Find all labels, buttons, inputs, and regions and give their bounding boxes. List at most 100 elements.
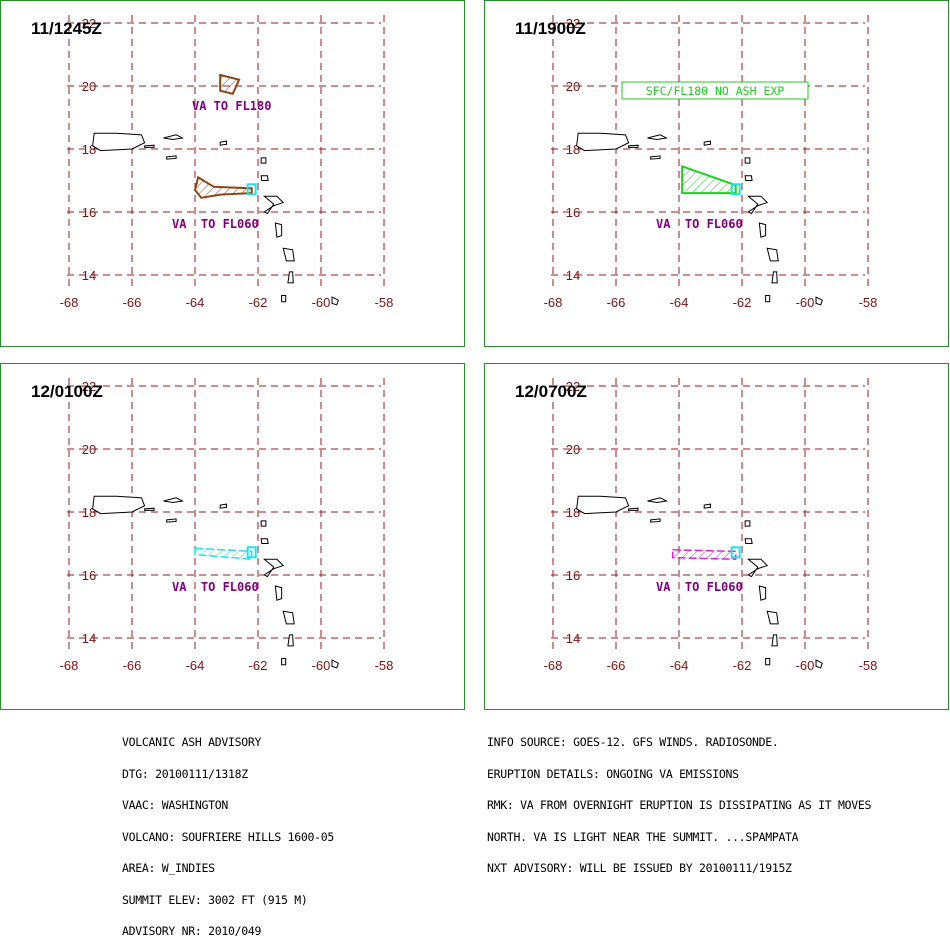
ash-area-north: [219, 73, 241, 96]
ash-top-label-south: VA TO FL060: [172, 217, 259, 231]
island-st-lucia: [287, 634, 294, 647]
island-antigua: [260, 175, 269, 181]
longitude-tick-label: -60: [312, 658, 331, 673]
longitude-tick-label: -68: [60, 658, 79, 673]
island-martinique: [766, 610, 779, 625]
island-virgin-islands: [647, 134, 668, 141]
island-barbados: [815, 296, 823, 306]
island-st-vincent: [281, 657, 287, 666]
island-dominica: [758, 222, 767, 238]
longitude-tick-label: -62: [733, 658, 752, 673]
forecast-panel-2: -68 -66 -64 -62 -60 -58 22 20 18 16 14 SFC/FL180 NO…: [484, 0, 949, 347]
longitude-tick-label: -58: [859, 658, 878, 673]
island-st-lucia: [287, 271, 294, 284]
longitude-tick-label: -62: [249, 658, 268, 673]
panel-time-label: 12/0700Z: [515, 382, 587, 401]
panel-time-label: 11/1900Z: [515, 19, 586, 38]
latitude-tick-label: 14: [82, 268, 96, 283]
latitude-tick-label: 20: [566, 442, 580, 457]
latitude-tick-label: 22: [566, 16, 580, 31]
ash-top-label-south: VA TO FL060: [656, 217, 743, 231]
longitude-tick-label: -68: [544, 658, 563, 673]
island-st-vincent: [765, 657, 771, 666]
volcano-marker-icon: [246, 546, 257, 559]
advisory-line: VOLCANO: SOUFRIERE HILLS 1600-05: [122, 829, 334, 844]
island-anguilla: [219, 503, 227, 509]
island-st-croix: [650, 155, 661, 160]
island-st-croix: [166, 518, 177, 523]
island-antigua: [744, 175, 753, 181]
latitude-tick-label: 16: [82, 568, 96, 583]
longitude-tick-label: -60: [796, 295, 815, 310]
longitude-tick-label: -60: [312, 295, 331, 310]
volcano-marker-icon: [246, 183, 257, 196]
longitude-tick-label: -64: [670, 658, 689, 673]
island-martinique: [282, 610, 295, 625]
ash-area-south: [194, 547, 253, 561]
advisory-line: AREA: W_INDIES: [122, 861, 215, 875]
panel-time-label: 11/1245Z: [31, 19, 102, 38]
longitude-tick-label: -64: [670, 295, 689, 310]
island-barbuda: [260, 157, 267, 164]
island-dominica: [274, 222, 283, 238]
island-puerto-rico: [92, 132, 146, 152]
island-vieques: [628, 144, 639, 148]
longitude-tick-label: -68: [60, 295, 79, 310]
ash-top-label-north: VA TO FL180: [192, 99, 271, 113]
longitude-tick-label: -66: [123, 658, 142, 673]
island-vieques: [628, 507, 639, 511]
advisory-line: DTG: 20100111/1318Z: [122, 766, 248, 781]
latitude-tick-label: 14: [566, 268, 580, 283]
island-puerto-rico: [92, 495, 146, 515]
longitude-tick-label: -68: [544, 295, 563, 310]
island-barbados: [331, 296, 339, 306]
longitude-tick-label: -66: [123, 295, 142, 310]
island-st-vincent: [765, 294, 771, 303]
island-st-croix: [166, 155, 177, 160]
advisory-line: RMK: VA FROM OVERNIGHT ERUPTION IS DISSI…: [487, 798, 872, 812]
latitude-tick-label: 16: [566, 568, 580, 583]
island-puerto-rico: [576, 132, 630, 152]
island-barbuda: [260, 520, 267, 527]
latitude-tick-label: 14: [566, 631, 580, 646]
volcano-marker-icon: [730, 546, 741, 559]
island-antigua: [260, 538, 269, 544]
advisory-header-block: VOLCANIC ASH ADVISORY DTG: 20100111/1318…: [122, 716, 334, 947]
island-guadeloupe: [262, 195, 285, 215]
advisory-line: VAAC: WASHINGTON: [122, 798, 228, 812]
island-martinique: [282, 247, 295, 262]
island-martinique: [766, 247, 779, 262]
longitude-tick-label: -64: [186, 658, 205, 673]
island-barbados: [331, 659, 339, 669]
island-st-lucia: [771, 271, 778, 284]
advisory-line: NORTH. VA IS LIGHT NEAR THE SUMMIT. ...S…: [487, 829, 799, 844]
ash-area-south: [681, 164, 737, 195]
panel-time-label: 12/0100Z: [31, 382, 103, 401]
island-vieques: [144, 144, 155, 148]
longitude-tick-label: -64: [186, 295, 205, 310]
latitude-tick-label: 22: [82, 16, 96, 31]
advisory-line: SUMMIT ELEV: 3002 FT (915 M): [122, 892, 308, 907]
island-guadeloupe: [262, 558, 285, 578]
longitude-tick-label: -58: [375, 658, 394, 673]
forecast-panel-3: -68 -66 -64 -62 -60 -58 22 20 18 16 14 VA TO FL060 …: [0, 363, 465, 710]
latitude-tick-label: 20: [82, 442, 96, 457]
latitude-tick-label: 20: [82, 79, 96, 94]
latitude-tick-label: 22: [82, 379, 96, 394]
advisory-line: VOLCANIC ASH ADVISORY: [122, 735, 262, 749]
ash-area-south: [193, 175, 253, 199]
longitude-tick-label: -58: [375, 295, 394, 310]
advisory-line: ADVISORY NR: 2010/049: [122, 924, 262, 938]
ash-top-label-south: VA TO FL060: [172, 580, 259, 594]
longitude-tick-label: -60: [796, 658, 815, 673]
island-st-vincent: [281, 294, 287, 303]
island-anguilla: [219, 140, 227, 146]
island-guadeloupe: [746, 558, 769, 578]
latitude-tick-label: 22: [566, 379, 580, 394]
volcano-marker-icon: [730, 183, 741, 196]
no-ash-label-box: [621, 81, 809, 100]
island-barbuda: [744, 520, 751, 527]
